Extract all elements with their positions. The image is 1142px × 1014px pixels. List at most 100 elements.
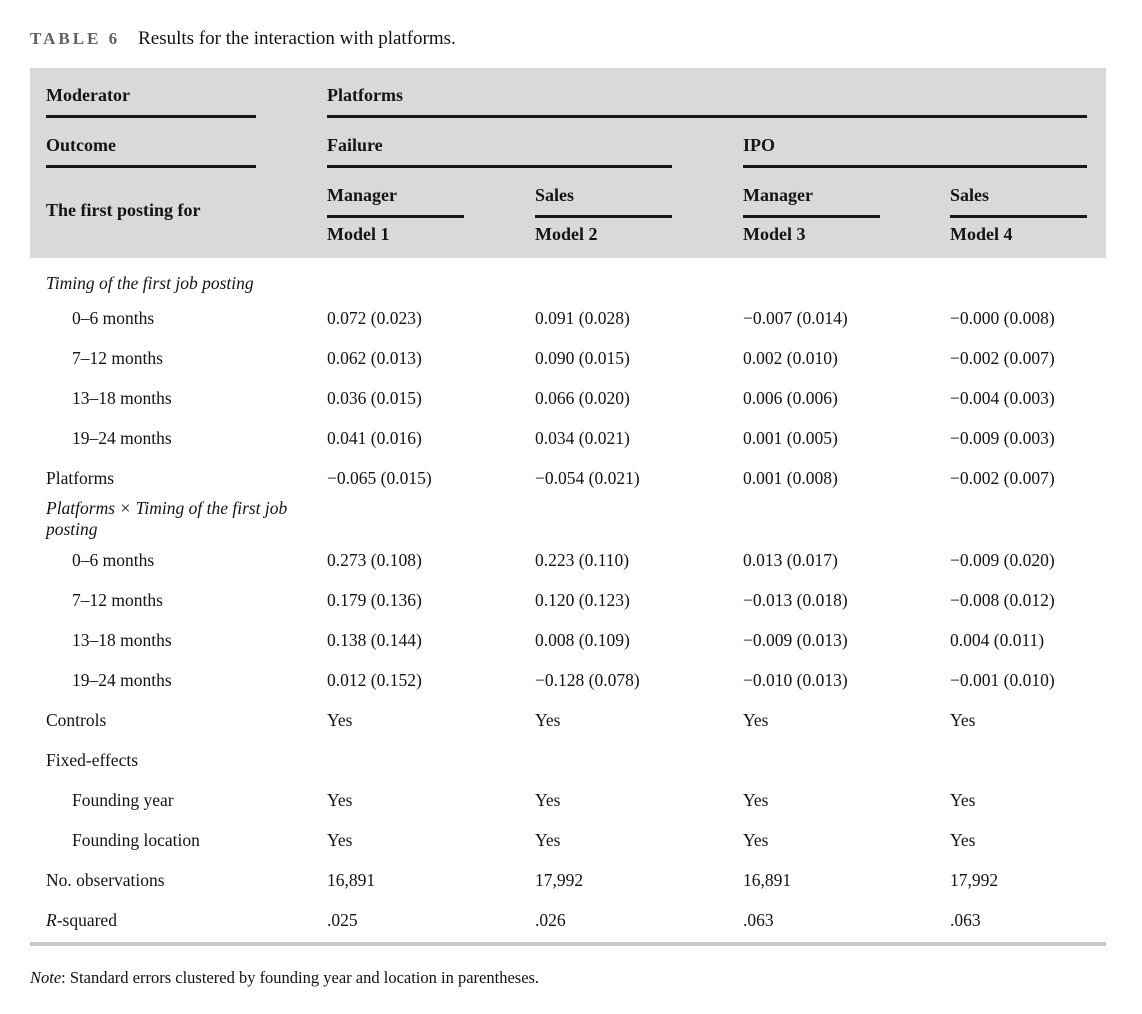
dv-sales-failure-label: Sales [535, 185, 672, 218]
row-cell: 17,992 [535, 869, 584, 890]
table-row: Platforms × Timing of the first job post… [30, 498, 1106, 540]
row-cell [950, 498, 1106, 540]
header-row-moderator: Moderator Platforms [30, 68, 1106, 118]
paper-page: TABLE 6 Results for the interaction with … [30, 26, 1112, 987]
table-row: R-squared .025 .026 .063 .063 [30, 900, 1106, 940]
dv-cell: Sales [950, 168, 1106, 218]
row-label: 7–12 months [72, 589, 163, 610]
table-body: Timing of the first job posting 0–6 mont… [30, 258, 1106, 940]
header-row-outcome: Outcome Failure IPO [30, 118, 1106, 168]
row-label: Founding year [72, 789, 174, 810]
row-cell: 0.090 (0.015) [535, 347, 630, 368]
row-cell [535, 498, 743, 540]
table-row: 13–18 months 0.138 (0.144) 0.008 (0.109) −… [30, 620, 1106, 660]
moderator-label: Moderator [46, 85, 256, 118]
dv-cell: Manager [327, 168, 535, 218]
row-label: 19–24 months [72, 669, 172, 690]
row-cell: 0.001 (0.008) [743, 467, 838, 488]
table-row: 0–6 months 0.273 (0.108) 0.223 (0.110) 0.0… [30, 540, 1106, 580]
table-row: Platforms −0.065 (0.015) −0.054 (0.021) 0.… [30, 458, 1106, 498]
row-label: Timing of the first job posting [46, 272, 254, 293]
row-cell: 0.001 (0.005) [743, 427, 838, 448]
row-cell: −0.002 (0.007) [950, 347, 1055, 368]
row-cell: −0.010 (0.013) [743, 669, 848, 690]
table-row: Timing of the first job posting [30, 258, 1106, 298]
table-row: 13–18 months 0.036 (0.015) 0.066 (0.020) 0… [30, 378, 1106, 418]
outcome-label-cell: Outcome [30, 118, 327, 168]
row-label: 0–6 months [72, 307, 155, 328]
row-cell [535, 740, 743, 780]
row-cell: −0.008 (0.012) [950, 589, 1055, 610]
header-row-dv: The first posting for Manager Sales Mana… [30, 168, 1106, 220]
row-cell [743, 258, 950, 298]
row-cell [743, 740, 950, 780]
table-header: Moderator Platforms Outcome Failure IPO [30, 68, 1107, 258]
row-label: No. observations [46, 869, 165, 890]
row-cell: Yes [327, 829, 353, 850]
note-text: : Standard errors clustered by founding … [61, 968, 540, 987]
dv-sales-ipo-label: Sales [950, 185, 1087, 218]
row-cell: 0.041 (0.016) [327, 427, 422, 448]
table-row: Founding location Yes Yes Yes Yes [30, 820, 1106, 860]
row-label: Founding location [72, 829, 200, 850]
row-cell: −0.004 (0.003) [950, 387, 1055, 408]
row-label: Controls [46, 709, 107, 730]
moderator-value: Platforms [327, 85, 1088, 118]
row-label: 13–18 months [72, 629, 172, 650]
table-bottom-rule [30, 942, 1106, 946]
row-cell: 0.036 (0.015) [327, 387, 422, 408]
row-label: 13–18 months [72, 387, 172, 408]
row-cell [950, 258, 1106, 298]
table-caption: TABLE 6 Results for the interaction with … [30, 26, 1112, 52]
row-cell: Yes [743, 829, 769, 850]
row-cell: Yes [743, 789, 769, 810]
outcome-label: Outcome [46, 135, 256, 168]
row-cell: 0.008 (0.109) [535, 629, 630, 650]
row-label: R-squared [46, 909, 117, 930]
row-cell: −0.013 (0.018) [743, 589, 848, 610]
moderator-label-cell: Moderator [30, 68, 327, 118]
dv-manager-ipo-label: Manager [743, 185, 880, 218]
row-cell: 0.138 (0.144) [327, 629, 422, 650]
row-cell: 0.066 (0.020) [535, 387, 630, 408]
row-cell: Yes [950, 829, 976, 850]
row-cell: Yes [535, 789, 561, 810]
row-cell: 0.091 (0.028) [535, 307, 630, 328]
table-row: 19–24 months 0.012 (0.152) −0.128 (0.078)… [30, 660, 1106, 700]
row-cell: 17,992 [950, 869, 999, 890]
row-cell: Yes [327, 789, 353, 810]
row-cell: Yes [535, 709, 561, 730]
row-label: 19–24 months [72, 427, 172, 448]
posting-label-cell: The first posting for [30, 168, 327, 258]
table-caption-text: Results for the interaction with platfor… [138, 28, 456, 49]
row-cell: 0.034 (0.021) [535, 427, 630, 448]
row-cell: 16,891 [743, 869, 792, 890]
results-table: Moderator Platforms Outcome Failure IPO [30, 68, 1107, 940]
row-cell: −0.009 (0.020) [950, 549, 1055, 570]
table-row: Fixed-effects [30, 740, 1106, 780]
row-label: Fixed-effects [46, 749, 139, 770]
row-cell: Yes [950, 789, 976, 810]
table-number-label: TABLE 6 [30, 29, 121, 48]
row-cell [327, 258, 535, 298]
model-1-label: Model 1 [327, 224, 390, 244]
row-cell [327, 498, 535, 540]
row-cell: −0.000 (0.008) [950, 307, 1055, 328]
row-cell: 0.004 (0.011) [950, 629, 1045, 650]
row-label: Platforms × Timing of the first job post… [46, 498, 288, 539]
row-cell: 0.006 (0.006) [743, 387, 838, 408]
row-cell: −0.007 (0.014) [743, 307, 848, 328]
row-cell [535, 258, 743, 298]
outcome-ipo-label: IPO [743, 135, 1088, 168]
row-cell: −0.128 (0.078) [535, 669, 640, 690]
row-cell [950, 740, 1106, 780]
row-label: 7–12 months [72, 347, 163, 368]
row-cell: 0.012 (0.152) [327, 669, 422, 690]
row-cell: −0.054 (0.021) [535, 467, 640, 488]
row-cell: 16,891 [327, 869, 376, 890]
row-cell: .026 [535, 909, 566, 930]
table-row: Controls Yes Yes Yes Yes [30, 700, 1106, 740]
row-label: 0–6 months [72, 549, 155, 570]
table-row: 7–12 months 0.062 (0.013) 0.090 (0.015) 0.… [30, 338, 1106, 378]
row-cell [327, 740, 535, 780]
